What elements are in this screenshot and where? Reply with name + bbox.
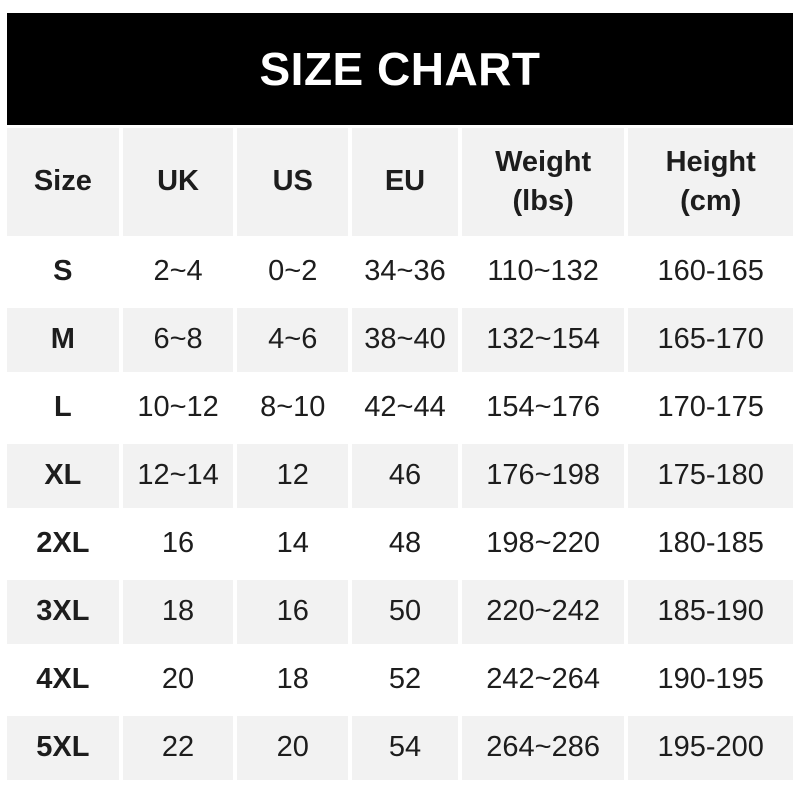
us-cell: 4~6 bbox=[237, 308, 349, 372]
size-cell: XL bbox=[7, 444, 119, 508]
us-cell: 16 bbox=[237, 580, 349, 644]
us-cell: 8~10 bbox=[237, 376, 349, 440]
weight-cell: 242~264 bbox=[461, 648, 625, 712]
size-cell: 4XL bbox=[7, 648, 119, 712]
size-table: Size UK US EU Weight (lbs) Height (cm) S 2… bbox=[7, 128, 793, 780]
uk-cell: 2~4 bbox=[122, 240, 234, 304]
size-cell: 2XL bbox=[7, 512, 119, 576]
eu-cell: 54 bbox=[352, 716, 458, 780]
height-cell: 180-185 bbox=[628, 512, 793, 576]
column-header-unit: (lbs) bbox=[512, 185, 574, 217]
weight-cell: 132~154 bbox=[461, 308, 625, 372]
column-header-label: UK bbox=[157, 165, 199, 198]
column-header-label: Size bbox=[33, 165, 92, 198]
us-cell: 12 bbox=[237, 444, 349, 508]
height-cell: 175-180 bbox=[628, 444, 793, 508]
table-row-s: S 2~4 0~2 34~36 110~132 160-165 bbox=[7, 240, 793, 304]
uk-cell: 10~12 bbox=[122, 376, 234, 440]
table-row-5xl: 5XL 22 20 54 264~286 195-200 bbox=[7, 716, 793, 780]
eu-cell: 48 bbox=[352, 512, 458, 576]
column-header-us: US bbox=[237, 128, 349, 236]
height-cell: 160-165 bbox=[628, 240, 793, 304]
size-cell: L bbox=[7, 376, 119, 440]
column-header-height: Height (cm) bbox=[628, 128, 793, 236]
column-header-size: Size bbox=[7, 128, 119, 236]
weight-cell: 154~176 bbox=[461, 376, 625, 440]
eu-cell: 38~40 bbox=[352, 308, 458, 372]
weight-cell: 198~220 bbox=[461, 512, 625, 576]
uk-cell: 12~14 bbox=[122, 444, 234, 508]
column-header-label: Height bbox=[665, 145, 756, 178]
page-title: SIZE CHART bbox=[259, 43, 541, 95]
size-cell: M bbox=[7, 308, 119, 372]
column-header-eu: EU bbox=[352, 128, 458, 236]
eu-cell: 34~36 bbox=[352, 240, 458, 304]
uk-cell: 22 bbox=[122, 716, 234, 780]
height-cell: 185-190 bbox=[628, 580, 793, 644]
size-cell: 5XL bbox=[7, 716, 119, 780]
height-cell: 170-175 bbox=[628, 376, 793, 440]
eu-cell: 52 bbox=[352, 648, 458, 712]
height-cell: 165-170 bbox=[628, 308, 793, 372]
uk-cell: 20 bbox=[122, 648, 234, 712]
uk-cell: 6~8 bbox=[122, 308, 234, 372]
height-cell: 190-195 bbox=[628, 648, 793, 712]
column-header-unit: (cm) bbox=[680, 185, 742, 217]
table-row-2xl: 2XL 16 14 48 198~220 180-185 bbox=[7, 512, 793, 576]
us-cell: 18 bbox=[237, 648, 349, 712]
table-row-xl: XL 12~14 12 46 176~198 175-180 bbox=[7, 444, 793, 508]
banner: SIZE CHART bbox=[7, 13, 793, 125]
eu-cell: 46 bbox=[352, 444, 458, 508]
eu-cell: 50 bbox=[352, 580, 458, 644]
eu-cell: 42~44 bbox=[352, 376, 458, 440]
size-cell: 3XL bbox=[7, 580, 119, 644]
weight-cell: 176~198 bbox=[461, 444, 625, 508]
us-cell: 20 bbox=[237, 716, 349, 780]
us-cell: 14 bbox=[237, 512, 349, 576]
height-cell: 195-200 bbox=[628, 716, 793, 780]
weight-cell: 220~242 bbox=[461, 580, 625, 644]
weight-cell: 264~286 bbox=[461, 716, 625, 780]
table-row-3xl: 3XL 18 16 50 220~242 185-190 bbox=[7, 580, 793, 644]
column-header-label: Weight bbox=[495, 145, 592, 178]
uk-cell: 18 bbox=[122, 580, 234, 644]
table-row-l: L 10~12 8~10 42~44 154~176 170-175 bbox=[7, 376, 793, 440]
table-row-4xl: 4XL 20 18 52 242~264 190-195 bbox=[7, 648, 793, 712]
table-row-m: M 6~8 4~6 38~40 132~154 165-170 bbox=[7, 308, 793, 372]
uk-cell: 16 bbox=[122, 512, 234, 576]
column-header-uk: UK bbox=[122, 128, 234, 236]
column-header-label: US bbox=[272, 165, 313, 198]
table-header-row: Size UK US EU Weight (lbs) Height (cm) bbox=[7, 128, 793, 236]
column-header-weight: Weight (lbs) bbox=[461, 128, 625, 236]
weight-cell: 110~132 bbox=[461, 240, 625, 304]
column-header-label: EU bbox=[384, 165, 426, 198]
us-cell: 0~2 bbox=[237, 240, 349, 304]
size-cell: S bbox=[7, 240, 119, 304]
